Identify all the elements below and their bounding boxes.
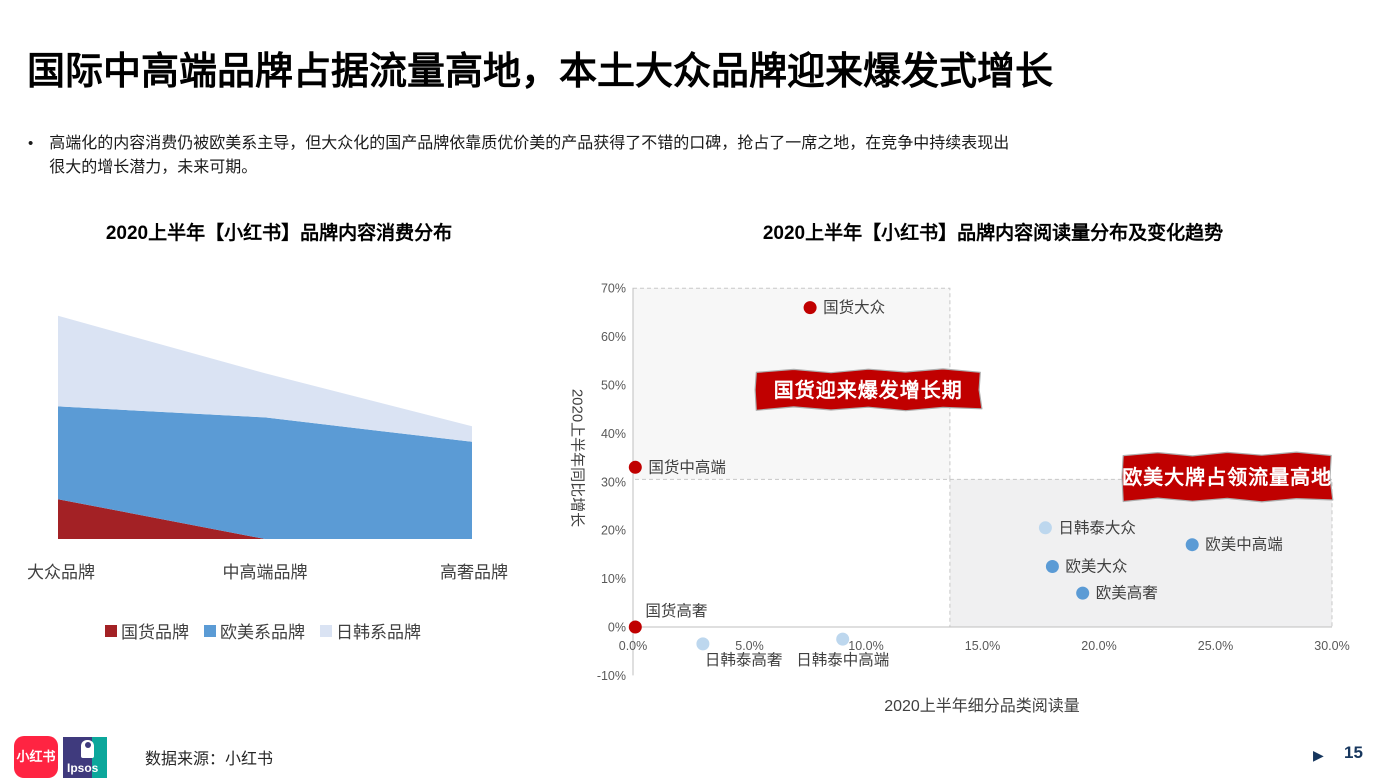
scatter-point-label: 欧美高奢 xyxy=(1096,584,1159,602)
area-chart-title: 2020上半年【小红书】品牌内容消费分布 xyxy=(105,223,453,244)
x-tick-label: 0.0% xyxy=(619,639,648,653)
y-tick-label: 20% xyxy=(601,524,626,538)
ipsos-logo: Ipsos xyxy=(63,737,107,778)
page-title: 国际中高端品牌占据流量高地，本土大众品牌迎来爆发式增长 xyxy=(27,51,1054,93)
ipsos-logo-wordmark: Ipsos xyxy=(67,761,99,775)
scatter-point xyxy=(696,637,710,651)
bullet-item: • 高端化的内容消费仍被欧美系主导，但大众化的国产品牌依靠质优价美的产品获得了不… xyxy=(28,132,1213,180)
scatter-point xyxy=(803,301,817,315)
scatter-point-label: 国货大众 xyxy=(823,299,885,317)
bullet-marker: • xyxy=(28,135,34,152)
bullet-line-1: 高端化的内容消费仍被欧美系主导，但大众化的国产品牌依靠质优价美的产品获得了不错的… xyxy=(49,135,1010,152)
scatter-point xyxy=(1038,521,1052,535)
scatter-point-label: 欧美大众 xyxy=(1065,558,1127,576)
x-tick-label: 20.0% xyxy=(1081,639,1116,653)
area-category-label: 中高端品牌 xyxy=(222,563,308,582)
region-oumei-quadrant xyxy=(949,478,1333,628)
callout-label-0: 国货迎来爆发增长期 xyxy=(774,378,963,402)
legend-item: 日韩系品牌 xyxy=(320,618,421,643)
area-category-label: 高奢品牌 xyxy=(440,563,508,582)
scatter-point xyxy=(628,620,642,634)
ipsos-logo-figure-head xyxy=(85,742,91,748)
legend-label: 国货品牌 xyxy=(121,623,189,642)
scatter-x-axis-title: 2020上半年细分品类阅读量 xyxy=(884,698,1080,715)
area-series-2 xyxy=(58,315,472,442)
scatter-point xyxy=(1076,586,1090,600)
xiaohongshu-logo: 小红书 xyxy=(14,736,58,778)
y-tick-label: 30% xyxy=(601,475,626,489)
scatter-point-label: 日韩泰中高端 xyxy=(796,651,889,669)
scatter-point-label: 国货中高端 xyxy=(648,458,726,476)
scatter-point xyxy=(1045,560,1059,573)
data-source-note: 数据来源：小红书 xyxy=(145,751,274,768)
x-tick-label: 10.0% xyxy=(848,639,883,653)
y-tick-label: 60% xyxy=(601,330,626,344)
area-series-1 xyxy=(58,406,472,539)
scatter-chart-title: 2020上半年【小红书】品牌内容阅读量分布及变化趋势 xyxy=(762,223,1224,244)
scatter-point xyxy=(628,460,642,474)
y-tick-label: -10% xyxy=(597,669,626,683)
legend-swatch-guohuo xyxy=(105,624,117,637)
callout-box-1 xyxy=(1121,451,1334,503)
scatter-point-label: 国货高奢 xyxy=(645,602,708,620)
scatter-point-label: 欧美中高端 xyxy=(1205,536,1283,554)
legend-label: 日韩系品牌 xyxy=(336,623,421,642)
area-chart-legend: 国货品牌 欧美系品牌 日韩系品牌 xyxy=(105,618,421,643)
legend-swatch-rihan xyxy=(320,624,332,637)
x-tick-label: 15.0% xyxy=(965,639,1000,653)
x-tick-label: 25.0% xyxy=(1198,639,1233,653)
legend-item: 欧美系品牌 xyxy=(204,618,305,643)
legend-item: 国货品牌 xyxy=(105,618,189,643)
area-series-0 xyxy=(58,499,472,539)
x-tick-label: 30.0% xyxy=(1314,639,1349,653)
y-tick-label: 10% xyxy=(601,572,626,586)
scatter-point xyxy=(836,632,850,646)
page-number: 15 xyxy=(1344,743,1363,762)
area-category-label: 大众品牌 xyxy=(27,563,95,582)
scatter-point-label: 日韩泰大众 xyxy=(1058,519,1136,537)
legend-swatch-oumei xyxy=(204,624,216,637)
y-tick-label: 50% xyxy=(601,379,626,393)
y-tick-label: 70% xyxy=(601,282,626,296)
scatter-point xyxy=(1185,538,1199,552)
scatter-point-label: 日韩泰高奢 xyxy=(705,651,783,669)
bullet-line-2: 很大的增长潜力，未来可期。 xyxy=(49,159,258,176)
scatter-y-axis-title: 2020上半年同比增长 xyxy=(568,388,586,528)
callout-label-1: 欧美大牌占领流量高地 xyxy=(1122,465,1332,489)
y-tick-label: 0% xyxy=(608,621,626,635)
callout-box-0 xyxy=(754,368,983,412)
x-tick-label: 5.0% xyxy=(735,639,764,653)
legend-label: 欧美系品牌 xyxy=(220,623,305,642)
bullet-text: 高端化的内容消费仍被欧美系主导，但大众化的国产品牌依靠质优价美的产品获得了不错的… xyxy=(49,132,1009,180)
ipsos-logo-teal-stripe xyxy=(92,737,107,778)
y-tick-label: 40% xyxy=(601,427,626,441)
next-arrow-icon: ▶ xyxy=(1313,747,1324,763)
